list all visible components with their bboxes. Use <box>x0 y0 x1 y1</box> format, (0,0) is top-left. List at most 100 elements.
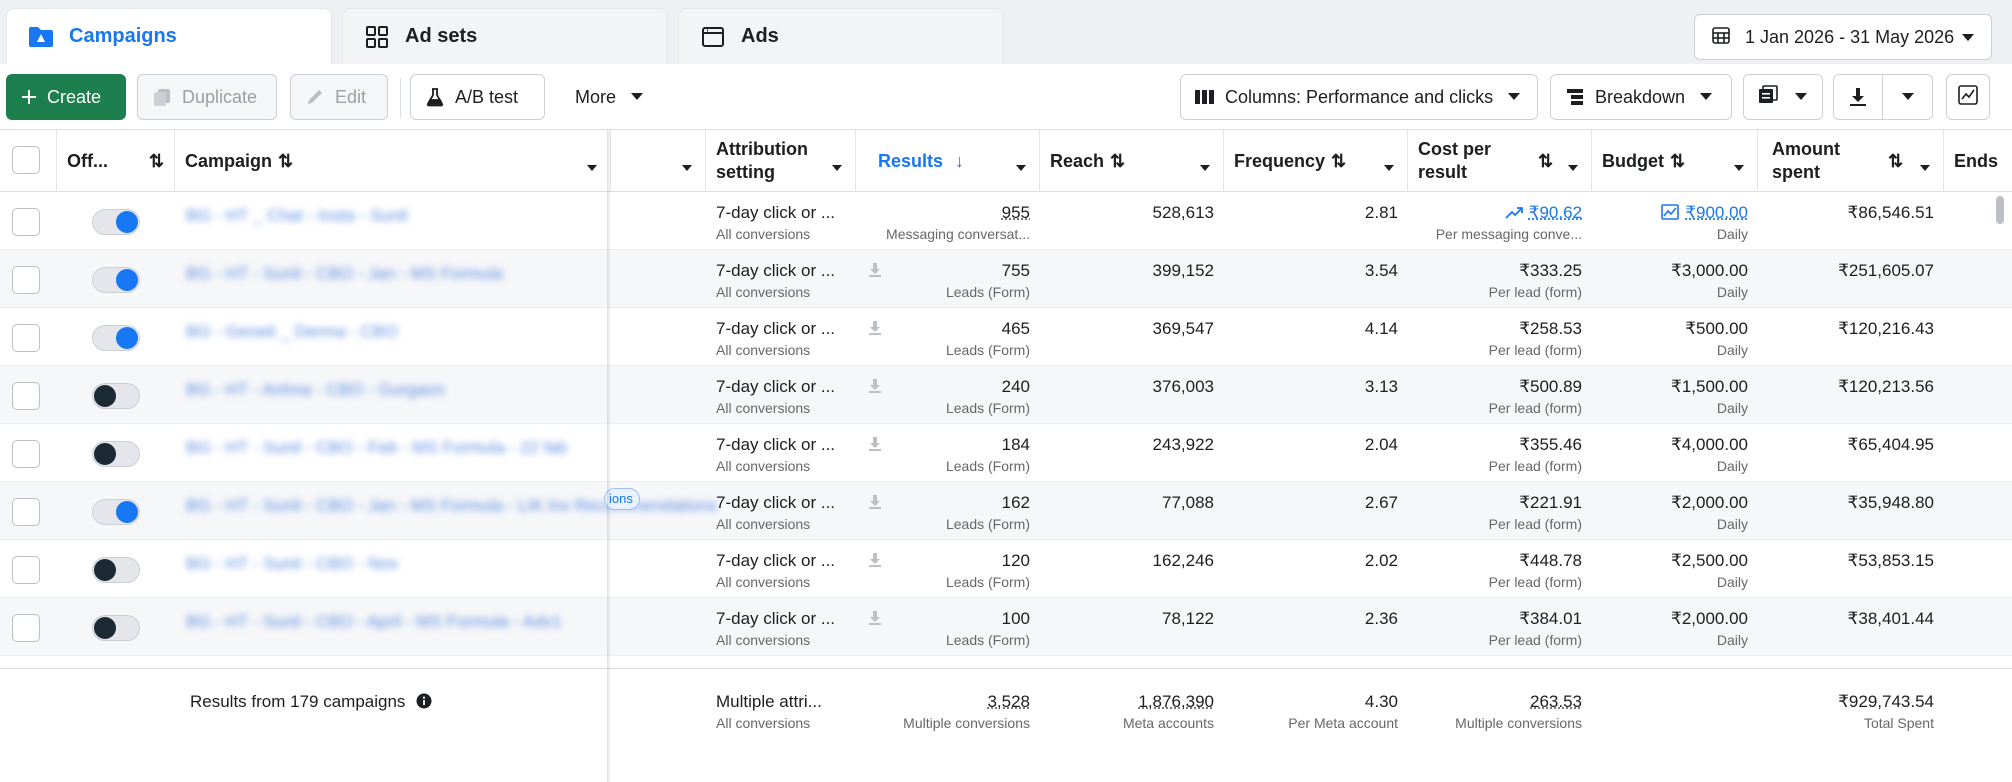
column-header-cost-per-result[interactable]: Cost per result ⇅ <box>1408 130 1592 192</box>
chevron-down-icon[interactable] <box>831 156 843 177</box>
row-checkbox[interactable] <box>12 614 40 642</box>
edit-button[interactable]: Edit <box>290 74 388 120</box>
campaign-toggle[interactable] <box>92 209 140 235</box>
reports-button[interactable] <box>1743 74 1823 120</box>
download-icon[interactable] <box>868 610 882 631</box>
column-header-hidden[interactable] <box>611 130 706 192</box>
sort-icon[interactable]: ⇅ <box>1538 150 1554 171</box>
table-row[interactable]: BG - HT - Sunil - CBO - Feb - MS Formula… <box>0 424 2012 482</box>
table-row[interactable]: BG - HT - Sunil - CBO - Jan - MS Formula… <box>0 482 2012 540</box>
column-header-campaign[interactable]: Campaign ⇅ <box>175 130 611 192</box>
column-header-off[interactable]: Off... ⇅ <box>57 130 175 192</box>
campaign-name-link[interactable]: BG - HT - Anhna - CBO - Gurgaon <box>186 380 445 399</box>
chevron-down-icon[interactable] <box>681 156 693 177</box>
sort-icon[interactable]: ⇅ <box>1888 150 1904 171</box>
table-row[interactable]: BG - Geneti _ Derma - CBO 7-day click or … <box>0 308 2012 366</box>
ab-test-button[interactable]: A/B test <box>410 74 545 120</box>
sort-icon[interactable]: ⇅ <box>1331 150 1347 171</box>
table-row[interactable]: BG - HT - Sunil - CBO - April - MS Formu… <box>0 598 2012 656</box>
column-header-amount-spent[interactable]: Amount spent ⇅ <box>1758 130 1944 192</box>
tab-campaigns[interactable]: Campaigns <box>6 8 332 64</box>
download-icon[interactable] <box>1834 75 1884 119</box>
table-row[interactable]: BG - HT _ Chat - Insta - Sunil 7-day clic… <box>0 192 2012 250</box>
row-checkbox[interactable] <box>12 440 40 468</box>
chevron-down-icon[interactable] <box>1883 92 1932 102</box>
column-header-attribution[interactable]: Attribution setting <box>706 130 856 192</box>
export-button[interactable] <box>1833 74 1933 120</box>
campaign-toggle[interactable] <box>92 383 140 409</box>
column-header-frequency[interactable]: Frequency ⇅ <box>1224 130 1408 192</box>
toolbar: Create Duplicate Edit A/B test More Colu… <box>0 64 2012 130</box>
chevron-down-icon[interactable] <box>1567 156 1579 177</box>
table-row[interactable]: BG - HT - Anhna - CBO - Gurgaon 7-day cli… <box>0 366 2012 424</box>
chevron-down-icon[interactable] <box>1383 156 1395 177</box>
arrow-down-icon[interactable]: ↓ <box>955 150 965 171</box>
column-header-results[interactable]: Results ↓ <box>856 130 1040 192</box>
download-icon[interactable] <box>868 552 882 573</box>
vertical-scrollbar[interactable] <box>1996 196 2004 224</box>
campaign-toggle[interactable] <box>92 267 140 293</box>
attribution-cell: 7-day click or ... All conversions <box>706 540 856 598</box>
tab-ad-sets[interactable]: Ad sets <box>342 8 668 64</box>
campaign-toggle[interactable] <box>92 441 140 467</box>
reach-value: 369,547 <box>1152 319 1214 338</box>
table-row[interactable]: BG - HT - Sunil - CBO - Jan - MS Formula… <box>0 250 2012 308</box>
breakdown-button[interactable]: Breakdown <box>1550 74 1732 120</box>
reports-icon <box>1758 84 1780 110</box>
table-row[interactable]: BG - HT - Sunil - CBO - Nov 7-day click o… <box>0 540 2012 598</box>
campaign-name-link[interactable]: BG - HT - Sunil - CBO - Nov <box>186 554 399 573</box>
select-all-checkbox[interactable] <box>12 146 40 174</box>
chevron-down-icon[interactable] <box>1919 156 1931 177</box>
row-checkbox[interactable] <box>12 498 40 526</box>
columns-button[interactable]: Columns: Performance and clicks <box>1180 74 1538 120</box>
row-checkbox[interactable] <box>12 382 40 410</box>
campaign-toggle[interactable] <box>92 615 140 641</box>
duplicate-button[interactable]: Duplicate <box>137 74 277 120</box>
column-header-ends[interactable]: Ends <box>1944 130 2012 192</box>
row-checkbox[interactable] <box>12 324 40 352</box>
campaign-name-link[interactable]: BG - HT - Sunil - CBO - April - MS Formu… <box>186 612 562 631</box>
campaign-toggle[interactable] <box>92 325 140 351</box>
sort-icon[interactable]: ⇅ <box>1110 150 1126 171</box>
row-checkbox[interactable] <box>12 266 40 294</box>
info-icon[interactable] <box>416 693 432 709</box>
campaign-toggle[interactable] <box>92 557 140 583</box>
campaign-name-link[interactable]: BG - HT - Sunil - CBO - Jan - MS Formula <box>186 264 504 283</box>
download-icon[interactable] <box>868 262 882 283</box>
chevron-down-icon[interactable] <box>586 156 598 177</box>
results-sub: Leads (Form) <box>945 632 1030 648</box>
date-range-picker[interactable]: 1 Jan 2026 - 31 May 2026 <box>1694 14 1992 60</box>
campaign-name-link[interactable]: BG - HT - Sunil - CBO - Feb - MS Formula… <box>186 438 568 457</box>
sort-icon[interactable]: ⇅ <box>148 150 164 171</box>
results-sub: Leads (Form) <box>945 342 1030 358</box>
columns-label: Columns: Performance and clicks <box>1225 86 1494 107</box>
create-button[interactable]: Create <box>6 74 126 120</box>
chevron-down-icon[interactable] <box>1199 156 1211 177</box>
budget-sub: Daily <box>1716 342 1748 358</box>
budget-value[interactable]: ₹900.00 <box>1685 203 1748 222</box>
reach-value: 376,003 <box>1152 377 1214 396</box>
chevron-down-icon[interactable] <box>1015 156 1027 177</box>
campaign-name-link[interactable]: BG - HT - Sunil - CBO - Jan - MS Formula… <box>186 496 717 515</box>
chevron-down-icon <box>1961 27 1975 48</box>
download-icon[interactable] <box>868 320 882 341</box>
tab-ads[interactable]: Ads <box>678 8 1004 64</box>
toggle-knob <box>116 211 138 233</box>
download-icon[interactable] <box>868 378 882 399</box>
campaign-name-link[interactable]: BG - Geneti _ Derma - CBO <box>186 322 398 341</box>
row-checkbox[interactable] <box>12 556 40 584</box>
row-checkbox[interactable] <box>12 208 40 236</box>
column-header-budget[interactable]: Budget ⇅ <box>1592 130 1758 192</box>
campaign-toggle[interactable] <box>92 499 140 525</box>
more-button[interactable]: More <box>560 74 662 120</box>
recommendations-badge[interactable]: ions <box>604 488 640 510</box>
sort-icon[interactable]: ⇅ <box>278 150 294 171</box>
column-header-reach[interactable]: Reach ⇅ <box>1040 130 1224 192</box>
download-icon[interactable] <box>868 436 882 457</box>
sort-icon[interactable]: ⇅ <box>1670 150 1686 171</box>
chart-icon[interactable] <box>1661 204 1679 220</box>
chevron-down-icon[interactable] <box>1733 156 1745 177</box>
download-icon[interactable] <box>868 494 882 515</box>
charts-button[interactable] <box>1946 74 1990 120</box>
campaign-name-link[interactable]: BG - HT _ Chat - Insta - Sunil <box>186 206 408 225</box>
